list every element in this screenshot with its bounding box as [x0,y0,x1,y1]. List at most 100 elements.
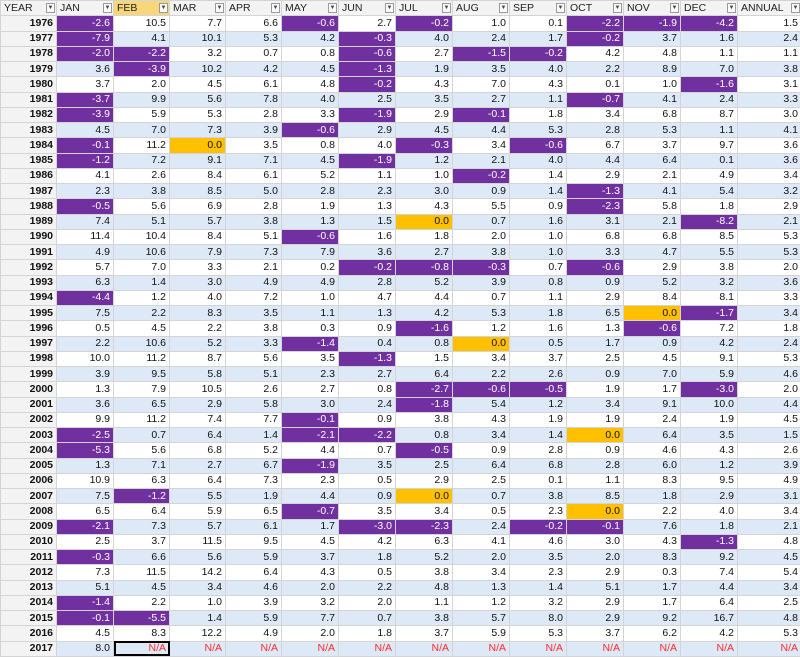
value-cell[interactable]: 2.9 [567,611,624,626]
value-cell[interactable]: 1.8 [396,229,453,244]
value-cell[interactable]: 2.9 [567,595,624,610]
value-cell[interactable]: 1.5 [738,428,800,443]
value-cell[interactable]: -1.3 [339,62,396,77]
value-cell[interactable]: N/A [738,641,800,656]
value-cell[interactable]: -1.9 [339,153,396,168]
value-cell[interactable]: 6.3 [57,275,114,290]
value-cell[interactable]: 8.5 [567,489,624,504]
year-cell[interactable]: 2017 [1,641,57,656]
value-cell[interactable]: 1.9 [681,412,738,427]
value-cell[interactable]: 0.7 [510,260,567,275]
value-cell[interactable]: 9.9 [57,412,114,427]
value-cell[interactable]: 5.9 [681,367,738,382]
value-cell[interactable]: 6.1 [226,168,282,183]
value-cell[interactable]: 1.7 [624,382,681,397]
value-cell[interactable]: -2.0 [57,46,114,61]
value-cell[interactable]: 1.3 [57,458,114,473]
value-cell[interactable]: 7.2 [226,290,282,305]
value-cell[interactable]: 5.9 [170,504,226,519]
value-cell[interactable]: 0.5 [453,504,510,519]
value-cell[interactable]: -2.2 [114,46,170,61]
value-cell[interactable]: 3.5 [339,504,396,519]
value-cell[interactable]: 8.3 [624,473,681,488]
value-cell[interactable]: -0.5 [57,199,114,214]
value-cell[interactable]: 10.5 [170,382,226,397]
value-cell[interactable]: -1.4 [57,595,114,610]
value-cell[interactable]: 6.5 [567,306,624,321]
filter-dropdown-icon[interactable]: ▼ [103,3,112,13]
value-cell[interactable]: 5.5 [453,199,510,214]
value-cell[interactable]: 3.6 [738,138,800,153]
value-cell[interactable]: 6.1 [226,77,282,92]
value-cell[interactable]: 3.9 [738,458,800,473]
value-cell[interactable]: 0.1 [510,16,567,31]
value-cell[interactable]: 4.2 [567,46,624,61]
value-cell[interactable]: 3.0 [738,107,800,122]
value-cell[interactable]: 3.2 [510,595,567,610]
value-cell[interactable]: 3.1 [738,489,800,504]
column-header-aug[interactable]: AUG▼ [453,1,510,16]
value-cell[interactable]: 4.5 [57,123,114,138]
value-cell[interactable]: -1.3 [567,184,624,199]
value-cell[interactable]: 5.6 [114,199,170,214]
value-cell[interactable]: 5.3 [624,123,681,138]
value-cell[interactable]: 3.2 [170,46,226,61]
value-cell[interactable]: N/A [170,641,226,656]
value-cell[interactable]: -2.3 [396,519,453,534]
value-cell[interactable]: 6.4 [226,565,282,580]
value-cell[interactable]: 6.4 [170,428,226,443]
value-cell[interactable]: 0.5 [510,336,567,351]
value-cell[interactable]: -3.9 [57,107,114,122]
value-cell[interactable]: 3.7 [624,31,681,46]
year-cell[interactable]: 1989 [1,214,57,229]
value-cell[interactable]: 7.3 [170,123,226,138]
value-cell[interactable]: 2.4 [738,336,800,351]
value-cell[interactable]: 4.0 [681,504,738,519]
value-cell[interactable]: 3.5 [453,62,510,77]
value-cell[interactable]: 10.9 [57,473,114,488]
value-cell[interactable]: 4.3 [453,412,510,427]
value-cell[interactable]: 1.1 [681,46,738,61]
value-cell[interactable]: 3.2 [282,595,339,610]
value-cell[interactable]: 4.0 [170,290,226,305]
value-cell[interactable]: 4.5 [114,321,170,336]
value-cell[interactable]: 3.8 [453,245,510,260]
value-cell[interactable]: 4.1 [624,184,681,199]
filter-dropdown-icon[interactable]: ▼ [499,3,508,13]
year-cell[interactable]: 2005 [1,458,57,473]
value-cell[interactable]: 3.8 [226,214,282,229]
value-cell[interactable]: 3.5 [226,138,282,153]
value-cell[interactable]: 6.4 [624,153,681,168]
value-cell[interactable]: -3.0 [681,382,738,397]
value-cell[interactable]: 11.2 [114,138,170,153]
value-cell[interactable]: 2.7 [282,382,339,397]
value-cell[interactable]: 0.0 [567,428,624,443]
value-cell[interactable]: -1.7 [681,306,738,321]
value-cell[interactable]: -1.8 [396,397,453,412]
value-cell[interactable]: 0.0 [624,306,681,321]
value-cell[interactable]: 16.7 [681,611,738,626]
value-cell[interactable]: 4.8 [738,534,800,549]
value-cell[interactable]: 5.9 [226,611,282,626]
value-cell[interactable]: 0.5 [339,565,396,580]
column-header-annual[interactable]: ANNUAL▼ [738,1,800,16]
value-cell[interactable]: 5.6 [170,92,226,107]
value-cell[interactable]: 2.9 [567,290,624,305]
value-cell[interactable]: 2.4 [738,31,800,46]
value-cell[interactable]: N/A [339,641,396,656]
value-cell[interactable]: 2.1 [624,168,681,183]
value-cell[interactable]: 1.8 [624,489,681,504]
value-cell[interactable]: 4.8 [624,46,681,61]
value-cell[interactable]: 0.8 [282,138,339,153]
value-cell[interactable]: 3.6 [57,62,114,77]
value-cell[interactable]: 11.5 [114,565,170,580]
value-cell[interactable]: 0.9 [567,443,624,458]
value-cell[interactable]: 3.3 [282,107,339,122]
value-cell[interactable]: 7.0 [114,123,170,138]
filter-dropdown-icon[interactable]: ▼ [271,3,280,13]
value-cell[interactable]: 2.0 [738,260,800,275]
value-cell[interactable]: 3.3 [738,290,800,305]
value-cell[interactable]: 5.0 [226,184,282,199]
year-cell[interactable]: 2001 [1,397,57,412]
value-cell[interactable]: -1.9 [624,16,681,31]
